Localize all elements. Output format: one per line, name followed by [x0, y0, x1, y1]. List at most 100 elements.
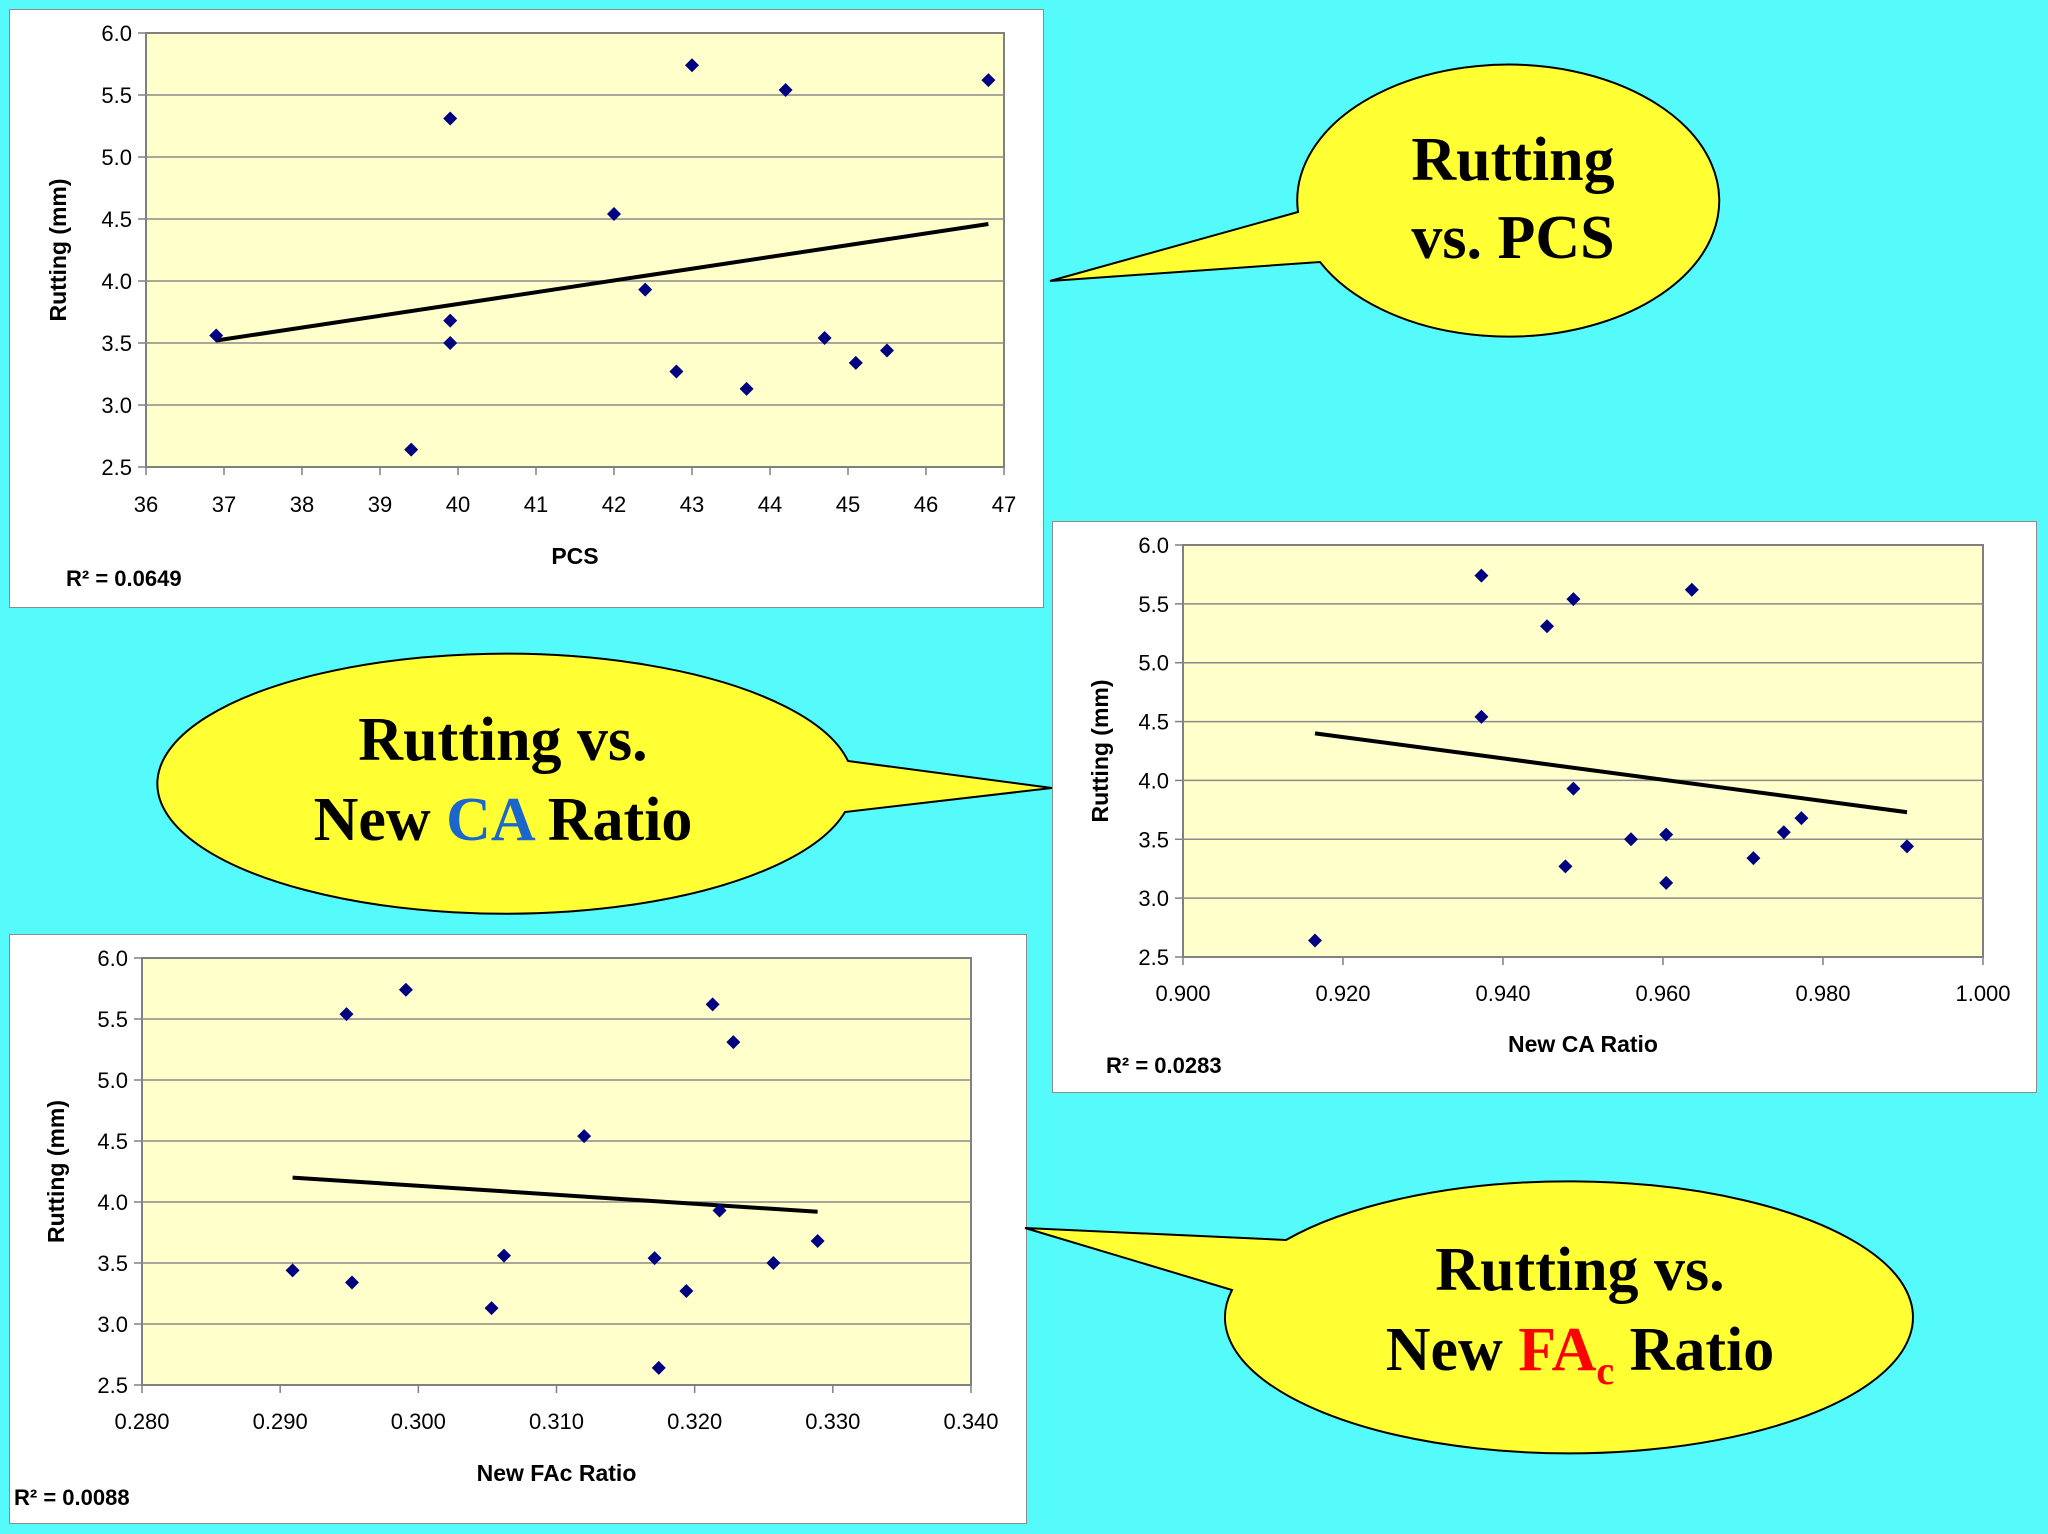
y-axis-title: Rutting (mm)	[45, 178, 71, 321]
trendline	[215, 221, 989, 343]
x-tick-label: 0.960	[1635, 981, 1690, 1006]
data-point	[484, 1301, 499, 1316]
y-tick-label: 6.0	[101, 21, 132, 46]
data-point	[685, 58, 699, 73]
x-tick-label: 42	[602, 492, 626, 517]
y-tick-label: 4.0	[101, 269, 132, 294]
data-point	[651, 1360, 666, 1375]
data-point	[1776, 825, 1791, 840]
data-point	[1474, 568, 1489, 583]
callout-fac-accent-sub: c	[1596, 1348, 1614, 1393]
data-point	[1659, 827, 1674, 842]
y-tick-label: 4.5	[1138, 710, 1169, 735]
y-tick-label: 3.5	[101, 331, 132, 356]
data-point	[679, 1284, 694, 1299]
callout-pcs: Rutting vs. PCS	[1049, 63, 1721, 338]
x-tick-label: 0.940	[1475, 981, 1530, 1006]
callout-ca: Rutting vs. New CA Ratio	[156, 652, 1053, 915]
y-tick-label: 2.5	[101, 455, 132, 480]
data-point	[1746, 851, 1761, 866]
x-tick-label: 0.980	[1795, 981, 1850, 1006]
x-tick-label: 41	[524, 492, 548, 517]
x-tick-label: 0.340	[943, 1409, 998, 1434]
trendline	[1314, 731, 1908, 815]
y-tick-label: 5.5	[101, 83, 132, 108]
y-tick-label: 4.0	[97, 1190, 128, 1215]
data-point	[607, 207, 621, 222]
chart-ca: 2.5 3.0 3.5 4.0 4.5 5.0 5.5 6.0 0.900 0.920 0.940 0…	[1087, 533, 2011, 1078]
data-point	[1624, 832, 1638, 847]
callout-fac-bubble	[1024, 1180, 1914, 1455]
chart-fac: 2.5 3.0 3.5 4.0 4.5 5.0 5.5 6.0 0.280 0.290 0.300 0…	[14, 946, 999, 1510]
x-tick-label: 43	[680, 492, 704, 517]
y-tick-label: 5.0	[1138, 651, 1169, 676]
x-axis-title: PCS	[551, 543, 598, 569]
data-point	[981, 73, 996, 88]
callout-fac-line1: Rutting vs.	[1435, 1236, 1724, 1304]
y-tick-label: 5.0	[101, 145, 132, 170]
x-tick-label: 39	[368, 492, 392, 517]
data-point	[726, 1035, 741, 1050]
chart-pcs: 2.5 3.0 3.5 4.0 4.5 5.0 5.5 6.0 36 37 38 39 40 41 42 43…	[45, 21, 1016, 591]
data-point	[778, 83, 793, 98]
y-tick-label: 4.5	[97, 1129, 128, 1154]
callout-pcs-line2: vs. PCS	[1411, 204, 1614, 272]
x-tick-label: 0.320	[667, 1409, 722, 1434]
y-tick-label: 3.5	[97, 1251, 128, 1276]
r-squared-label: R² = 0.0088	[14, 1485, 130, 1510]
x-tick-label: 0.920	[1315, 981, 1370, 1006]
x-tick-label: 0.900	[1155, 981, 1210, 1006]
y-axis-title: Rutting (mm)	[43, 1100, 69, 1243]
callout-ca-line2-pre: New	[314, 786, 447, 854]
y-tick-label: 4.5	[101, 207, 132, 232]
data-point	[1558, 859, 1573, 874]
callout-fac: Rutting vs. New FAc Ratio	[1024, 1180, 1914, 1455]
callout-ca-bubble	[156, 652, 1053, 915]
x-tick-label: 45	[836, 492, 860, 517]
data-point	[1474, 709, 1489, 724]
data-point	[712, 1203, 727, 1218]
x-tick-label: 0.330	[805, 1409, 860, 1434]
data-point	[638, 282, 653, 297]
data-point	[577, 1129, 592, 1144]
y-tick-label: 5.5	[97, 1007, 128, 1032]
data-point	[766, 1256, 781, 1270]
x-tick-label: 0.280	[114, 1409, 169, 1434]
callout-ca-accent: CA	[446, 786, 536, 854]
plot-area	[1182, 544, 1984, 958]
data-point	[398, 982, 413, 997]
charts-layer: 2.5 3.0 3.5 4.0 4.5 5.0 5.5 6.0 36 37 38 39 40 41 42 43…	[14, 21, 2011, 1510]
data-point	[1900, 839, 1914, 854]
y-tick-label: 6.0	[97, 946, 128, 971]
data-point	[404, 442, 419, 457]
r-squared-label: R² = 0.0649	[66, 566, 182, 591]
x-tick-label: 40	[446, 492, 470, 517]
x-tick-label: 44	[758, 492, 782, 517]
data-point	[810, 1234, 825, 1249]
data-point	[443, 111, 458, 126]
data-point	[647, 1251, 662, 1266]
data-point	[1659, 875, 1674, 890]
trendline	[292, 1175, 818, 1214]
callout-fac-line2-pre: New	[1386, 1316, 1519, 1384]
callout-fac-line2: New FAc Ratio	[1386, 1316, 1775, 1393]
y-tick-label: 3.0	[101, 393, 132, 418]
x-tick-label: 0.310	[529, 1409, 584, 1434]
callout-ca-line2-post: Ratio	[532, 786, 692, 854]
r-squared-label: R² = 0.0283	[1106, 1053, 1222, 1078]
data-point	[443, 336, 458, 350]
x-tick-label: 37	[212, 492, 236, 517]
y-tick-label: 6.0	[1138, 533, 1169, 558]
data-point	[1684, 582, 1699, 597]
plot-area	[145, 32, 1005, 468]
y-tick-label: 5.5	[1138, 592, 1169, 617]
x-axis-title: New FAc Ratio	[477, 1460, 637, 1486]
data-point	[209, 328, 224, 343]
x-tick-label: 38	[290, 492, 314, 517]
x-axis-title: New CA Ratio	[1508, 1031, 1658, 1057]
data-point	[705, 997, 720, 1012]
data-point	[1566, 781, 1581, 796]
data-point	[739, 381, 754, 396]
